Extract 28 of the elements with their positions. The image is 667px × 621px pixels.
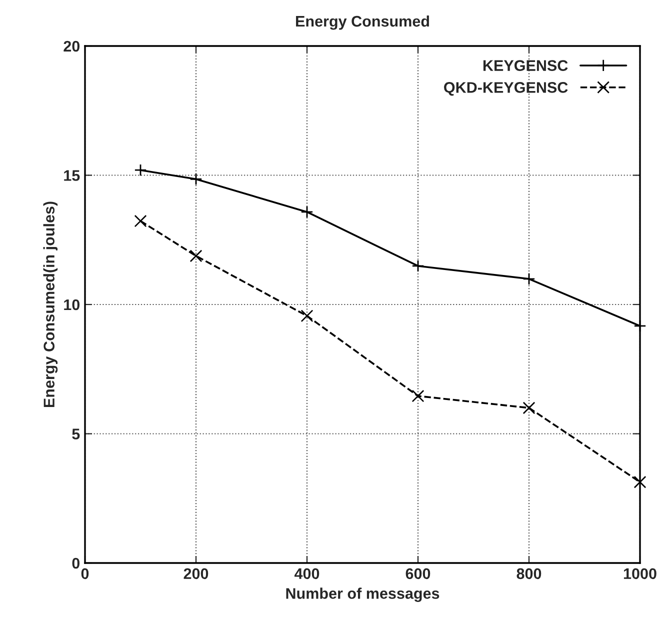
point	[190, 172, 202, 186]
point	[300, 206, 314, 218]
point	[134, 164, 147, 176]
x-tick-label: 600	[406, 568, 430, 580]
legend-label: KEYGENSC	[483, 60, 568, 71]
point	[522, 402, 536, 414]
point	[190, 250, 202, 262]
x-tick-label: 200	[184, 568, 208, 580]
x-tick-label: 0	[81, 568, 89, 580]
legend-label: QKD-KEYGENSC	[444, 82, 568, 96]
chart-title: Energy Consumed	[296, 15, 429, 30]
x-tick-label: 1000	[624, 568, 656, 580]
y-tick-label: 0	[72, 558, 80, 569]
point	[134, 214, 147, 228]
point	[634, 320, 646, 332]
y-tick-label: 5	[72, 428, 80, 440]
point	[300, 310, 314, 322]
y-axis-title: Energy Consumed(in joules)	[43, 202, 58, 408]
x-axis-title: Number of messages	[286, 588, 440, 602]
y-tick-label: 10	[64, 299, 80, 310]
point	[634, 476, 646, 488]
point	[412, 260, 424, 272]
x-tick-label: 800	[516, 568, 542, 580]
point	[412, 390, 424, 402]
point	[522, 272, 536, 286]
y-tick-label: 20	[64, 40, 80, 52]
x-tick-label: 400	[294, 568, 320, 580]
y-tick-label: 15	[64, 170, 80, 181]
